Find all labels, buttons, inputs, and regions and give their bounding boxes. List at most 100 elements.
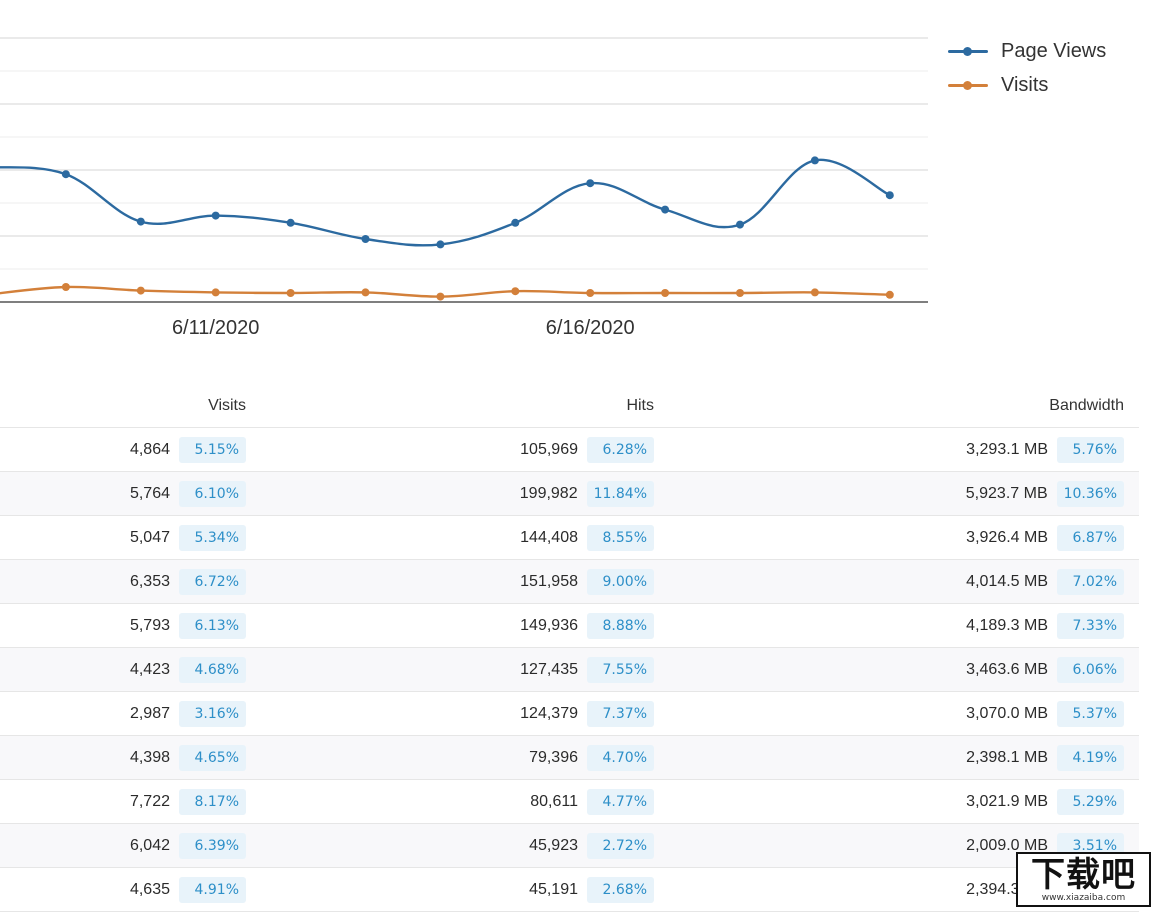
table-row[interactable]: 5,793 6.13% 149,936 8.88% 4,189.3 MB 7.33% xyxy=(0,604,1139,648)
data-point-visits[interactable] xyxy=(810,288,819,297)
stats-table: Visits Hits Bandwidth 4,864 5.15% 105,969 6… xyxy=(0,384,1139,912)
table-row[interactable]: 6,353 6.72% 151,958 9.00% 4,014.5 MB 7.02% xyxy=(0,560,1139,604)
cell-bandwidth: 3,463.6 MB 6.06% xyxy=(654,656,1124,683)
data-point-visits[interactable] xyxy=(736,289,744,297)
data-point-visits[interactable] xyxy=(211,288,220,297)
data-point-visits[interactable] xyxy=(286,289,295,297)
hits-percent-badge: 2.72% xyxy=(587,832,654,859)
data-point-visits[interactable] xyxy=(885,290,894,299)
data-point-page-views[interactable] xyxy=(136,217,145,226)
data-point-page-views[interactable] xyxy=(436,240,445,249)
bandwidth-percent-badge: 10.36% xyxy=(1056,480,1124,507)
cell-visits: 4,635 4.91% xyxy=(0,876,246,903)
data-point-visits[interactable] xyxy=(661,289,670,297)
cell-visits: 4,398 4.65% xyxy=(0,744,246,771)
chart-grid xyxy=(0,37,928,303)
data-point-page-views[interactable] xyxy=(885,191,894,200)
visits-percent-badge: 4.68% xyxy=(179,656,246,683)
column-header-visits[interactable]: Visits xyxy=(208,397,246,414)
cell-hits: 79,396 4.70% xyxy=(246,744,654,771)
cell-bandwidth: 2,398.1 MB 4.19% xyxy=(654,744,1124,771)
table-row[interactable]: 6,042 6.39% 45,923 2.72% 2,009.0 MB 3.51% xyxy=(0,824,1139,868)
legend-item-visits[interactable]: Visits xyxy=(948,68,1106,102)
hits-percent-badge: 7.55% xyxy=(587,656,654,683)
data-point-visits[interactable] xyxy=(586,289,595,297)
bandwidth-value: 3,926.4 MB xyxy=(966,528,1048,546)
watermark-url-text: www.xiazaiba.com xyxy=(1041,892,1126,903)
hits-value: 144,408 xyxy=(520,528,578,546)
line-chart-svg: 6/11/2020 6/16/2020 xyxy=(0,37,928,339)
bandwidth-value: 3,021.9 MB xyxy=(966,792,1048,810)
cell-hits: 199,982 11.84% xyxy=(246,480,654,507)
data-point-page-views[interactable] xyxy=(61,170,70,179)
watermark-logo: 下载吧 www.xiazaiba.com xyxy=(1016,852,1151,907)
table-row[interactable]: 2,987 3.16% 124,379 7.37% 3,070.0 MB 5.37% xyxy=(0,692,1139,736)
data-point-page-views[interactable] xyxy=(361,235,370,243)
visits-percent-badge: 8.17% xyxy=(179,788,246,815)
visits-percent-badge: 5.15% xyxy=(179,436,246,463)
x-tick-label: 6/11/2020 xyxy=(172,317,260,339)
visits-percent-badge: 4.65% xyxy=(179,744,246,771)
cell-bandwidth: 4,014.5 MB 7.02% xyxy=(654,568,1124,595)
column-header-bandwidth[interactable]: Bandwidth xyxy=(1049,397,1124,414)
visits-percent-badge: 6.10% xyxy=(179,480,246,507)
cell-hits: 144,408 8.55% xyxy=(246,524,654,551)
cell-hits: 45,923 2.72% xyxy=(246,832,654,859)
table-row[interactable]: 4,864 5.15% 105,969 6.28% 3,293.1 MB 5.76% xyxy=(0,428,1139,472)
bandwidth-percent-badge: 7.02% xyxy=(1057,568,1124,595)
traffic-chart: 6/11/2020 6/16/2020 Page Views Visits xyxy=(0,0,1151,370)
data-point-page-views[interactable] xyxy=(511,218,520,227)
hits-percent-badge: 8.88% xyxy=(587,612,654,639)
table-row[interactable]: 5,764 6.10% 199,982 11.84% 5,923.7 MB 10.36% xyxy=(0,472,1139,516)
cell-visits: 6,042 6.39% xyxy=(0,832,246,859)
visits-value: 6,042 xyxy=(129,836,170,854)
data-point-page-views[interactable] xyxy=(661,205,670,214)
cell-bandwidth: 3,293.1 MB 5.76% xyxy=(654,436,1124,463)
hits-percent-badge: 9.00% xyxy=(587,568,654,595)
table-row[interactable]: 7,722 8.17% 80,611 4.77% 3,021.9 MB 5.29% xyxy=(0,780,1139,824)
visits-percent-badge: 6.72% xyxy=(179,568,246,595)
hits-percent-badge: 4.77% xyxy=(587,788,654,815)
data-point-page-views[interactable] xyxy=(586,179,595,188)
bandwidth-percent-badge: 5.76% xyxy=(1057,436,1124,463)
visits-percent-badge: 6.39% xyxy=(179,832,246,859)
cell-hits: 45,191 2.68% xyxy=(246,876,654,903)
cell-bandwidth: 3,926.4 MB 6.87% xyxy=(654,524,1124,551)
table-row[interactable]: 5,047 5.34% 144,408 8.55% 3,926.4 MB 6.87% xyxy=(0,516,1139,560)
bandwidth-percent-badge: 5.37% xyxy=(1057,700,1124,727)
table-row[interactable]: 4,398 4.65% 79,396 4.70% 2,398.1 MB 4.19% xyxy=(0,736,1139,780)
hits-percent-badge: 11.84% xyxy=(586,480,654,507)
data-point-visits[interactable] xyxy=(436,292,445,301)
cell-visits: 7,722 8.17% xyxy=(0,788,246,815)
hits-percent-badge: 7.37% xyxy=(587,700,654,727)
bandwidth-percent-badge: 4.19% xyxy=(1057,744,1124,771)
cell-hits: 151,958 9.00% xyxy=(246,568,654,595)
bandwidth-percent-badge: 5.29% xyxy=(1057,788,1124,815)
data-point-page-views[interactable] xyxy=(211,211,220,220)
watermark-main-text: 下载吧 xyxy=(1031,854,1136,895)
visits-value: 6,353 xyxy=(129,572,170,590)
hits-value: 127,435 xyxy=(520,660,578,678)
data-point-visits[interactable] xyxy=(136,286,145,295)
visits-value: 4,864 xyxy=(129,440,170,458)
data-point-page-views[interactable] xyxy=(736,220,744,229)
table-row[interactable]: 4,423 4.68% 127,435 7.55% 3,463.6 MB 6.06% xyxy=(0,648,1139,692)
hits-value: 151,958 xyxy=(520,572,578,590)
cell-hits: 124,379 7.37% xyxy=(246,700,654,727)
hits-percent-badge: 6.28% xyxy=(587,436,654,463)
legend-swatch-page-views xyxy=(948,45,988,57)
hits-value: 199,982 xyxy=(519,484,578,502)
series-line-visits xyxy=(0,285,890,298)
data-point-page-views[interactable] xyxy=(810,156,819,165)
data-point-visits[interactable] xyxy=(511,287,520,296)
data-point-page-views[interactable] xyxy=(286,218,295,227)
data-point-visits[interactable] xyxy=(61,283,70,291)
hits-percent-badge: 4.70% xyxy=(587,744,654,771)
legend-item-page-views[interactable]: Page Views xyxy=(948,34,1106,68)
data-point-visits[interactable] xyxy=(361,288,370,297)
bandwidth-percent-badge: 6.87% xyxy=(1057,524,1124,551)
column-header-hits[interactable]: Hits xyxy=(626,397,654,414)
visits-percent-badge: 3.16% xyxy=(179,700,246,727)
cell-bandwidth: 3,021.9 MB 5.29% xyxy=(654,788,1124,815)
